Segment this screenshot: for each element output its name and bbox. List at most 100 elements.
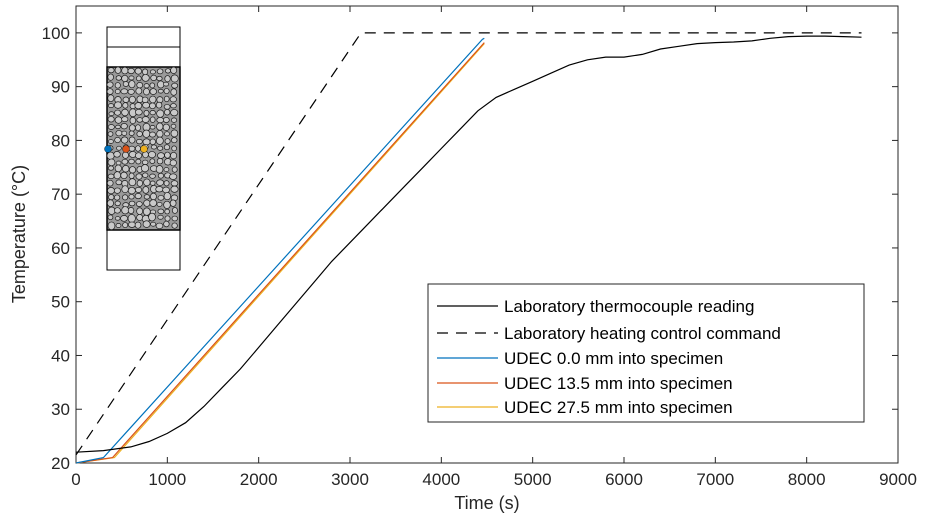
inset-grain [155, 165, 164, 174]
legend-label-udec-27-5: UDEC 27.5 mm into specimen [504, 398, 733, 417]
inset-grain [163, 81, 170, 87]
inset-grain [134, 221, 142, 229]
inset-grain [169, 173, 178, 180]
inset-grain [106, 81, 114, 88]
inset-grain [149, 199, 158, 207]
inset-grain [108, 103, 115, 108]
y-tick-label: 80 [51, 131, 70, 150]
inset-grain [155, 101, 163, 109]
inset-grain [114, 136, 121, 144]
inset-grain [164, 208, 170, 215]
inset-grain [107, 131, 114, 137]
inset-grain [171, 207, 178, 214]
inset-grain [143, 83, 150, 89]
inset-grain [129, 95, 136, 104]
inset-grain [157, 145, 164, 151]
inset-grain [171, 215, 178, 222]
inset-grain [149, 82, 156, 89]
inset-grain [142, 138, 151, 146]
inset-grain [122, 194, 129, 201]
inset-grain [135, 201, 143, 207]
inset-grain [170, 185, 179, 193]
inset-grain [163, 220, 170, 228]
x-tick-label: 8000 [788, 470, 826, 489]
inset-grain [121, 130, 128, 136]
inset-grain [121, 158, 129, 165]
inset-grain [157, 208, 165, 215]
inset-grain [143, 178, 151, 187]
inset-grain [136, 179, 143, 187]
inset-grain [170, 129, 179, 138]
inset-grain [142, 68, 149, 76]
y-tick-label: 70 [51, 185, 70, 204]
inset-grain [121, 66, 129, 75]
inset-grain [170, 117, 178, 123]
inset-grain [122, 96, 130, 103]
inset-grain [127, 186, 136, 195]
inset-grain [134, 193, 142, 200]
inset-grain [120, 123, 128, 130]
inset-grain [115, 124, 121, 130]
inset-grain [142, 159, 149, 166]
inset-grain [107, 73, 114, 81]
inset-grain [113, 194, 121, 201]
inset-grain [122, 222, 129, 228]
inset-grain [149, 88, 157, 95]
inset-grain [121, 108, 129, 117]
inset-grain [134, 152, 143, 159]
inset-grain [114, 66, 122, 74]
inset-grain [149, 158, 156, 164]
legend-label-udec-13-5: UDEC 13.5 mm into specimen [504, 374, 733, 393]
inset-grain [150, 221, 157, 227]
x-tick-label: 9000 [879, 470, 917, 489]
inset-grain [162, 116, 170, 123]
inset-grain [108, 111, 115, 117]
legend-label-udec-0: UDEC 0.0 mm into specimen [504, 349, 723, 368]
inset-grain [142, 220, 151, 228]
inset-grain [141, 96, 149, 104]
inset-grain [108, 139, 114, 144]
x-tick-label: 5000 [514, 470, 552, 489]
inset-grain [171, 82, 179, 89]
inset-grain [170, 123, 177, 129]
inset-grain [128, 172, 135, 180]
inset-grain [169, 96, 177, 103]
inset-grain [134, 186, 143, 193]
y-axis-ticks: 20 30 40 50 60 70 80 90 100 [42, 24, 898, 473]
inset-grain [107, 67, 115, 74]
inset-grain [135, 87, 143, 95]
inset-grain [149, 116, 156, 123]
legend-label-thermocouple: Laboratory thermocouple reading [504, 297, 754, 316]
inset-grain [128, 130, 135, 136]
inset-grain [171, 145, 177, 152]
inset-grain [136, 75, 142, 82]
inset-grain [136, 207, 144, 215]
inset-grain [128, 221, 136, 228]
inset-grain [115, 75, 122, 81]
inset-grain [129, 166, 137, 174]
inset-grain [135, 124, 141, 132]
inset-grain [107, 199, 114, 207]
y-tick-label: 20 [51, 454, 70, 473]
inset-grain [129, 116, 137, 125]
inset-grain [163, 180, 170, 187]
inset-grain [170, 180, 179, 187]
inset-grain [122, 81, 130, 87]
inset-grain [163, 167, 170, 172]
inset-grain [170, 88, 178, 96]
inset-grain [156, 122, 164, 131]
inset-grain [163, 104, 171, 110]
inset-grain [129, 124, 136, 132]
inset-grain [107, 124, 115, 130]
inset-grain [156, 117, 165, 124]
inset-grain [128, 200, 136, 207]
inset-grain [171, 222, 178, 229]
inset-grain [157, 152, 165, 159]
inset-grain [164, 151, 171, 159]
legend-label-control: Laboratory heating control command [504, 324, 781, 343]
inset-grain [150, 74, 157, 82]
inset-grain [122, 151, 129, 159]
inset-grain [163, 192, 172, 201]
inset-grain [164, 138, 171, 145]
inset-grain [107, 206, 116, 215]
